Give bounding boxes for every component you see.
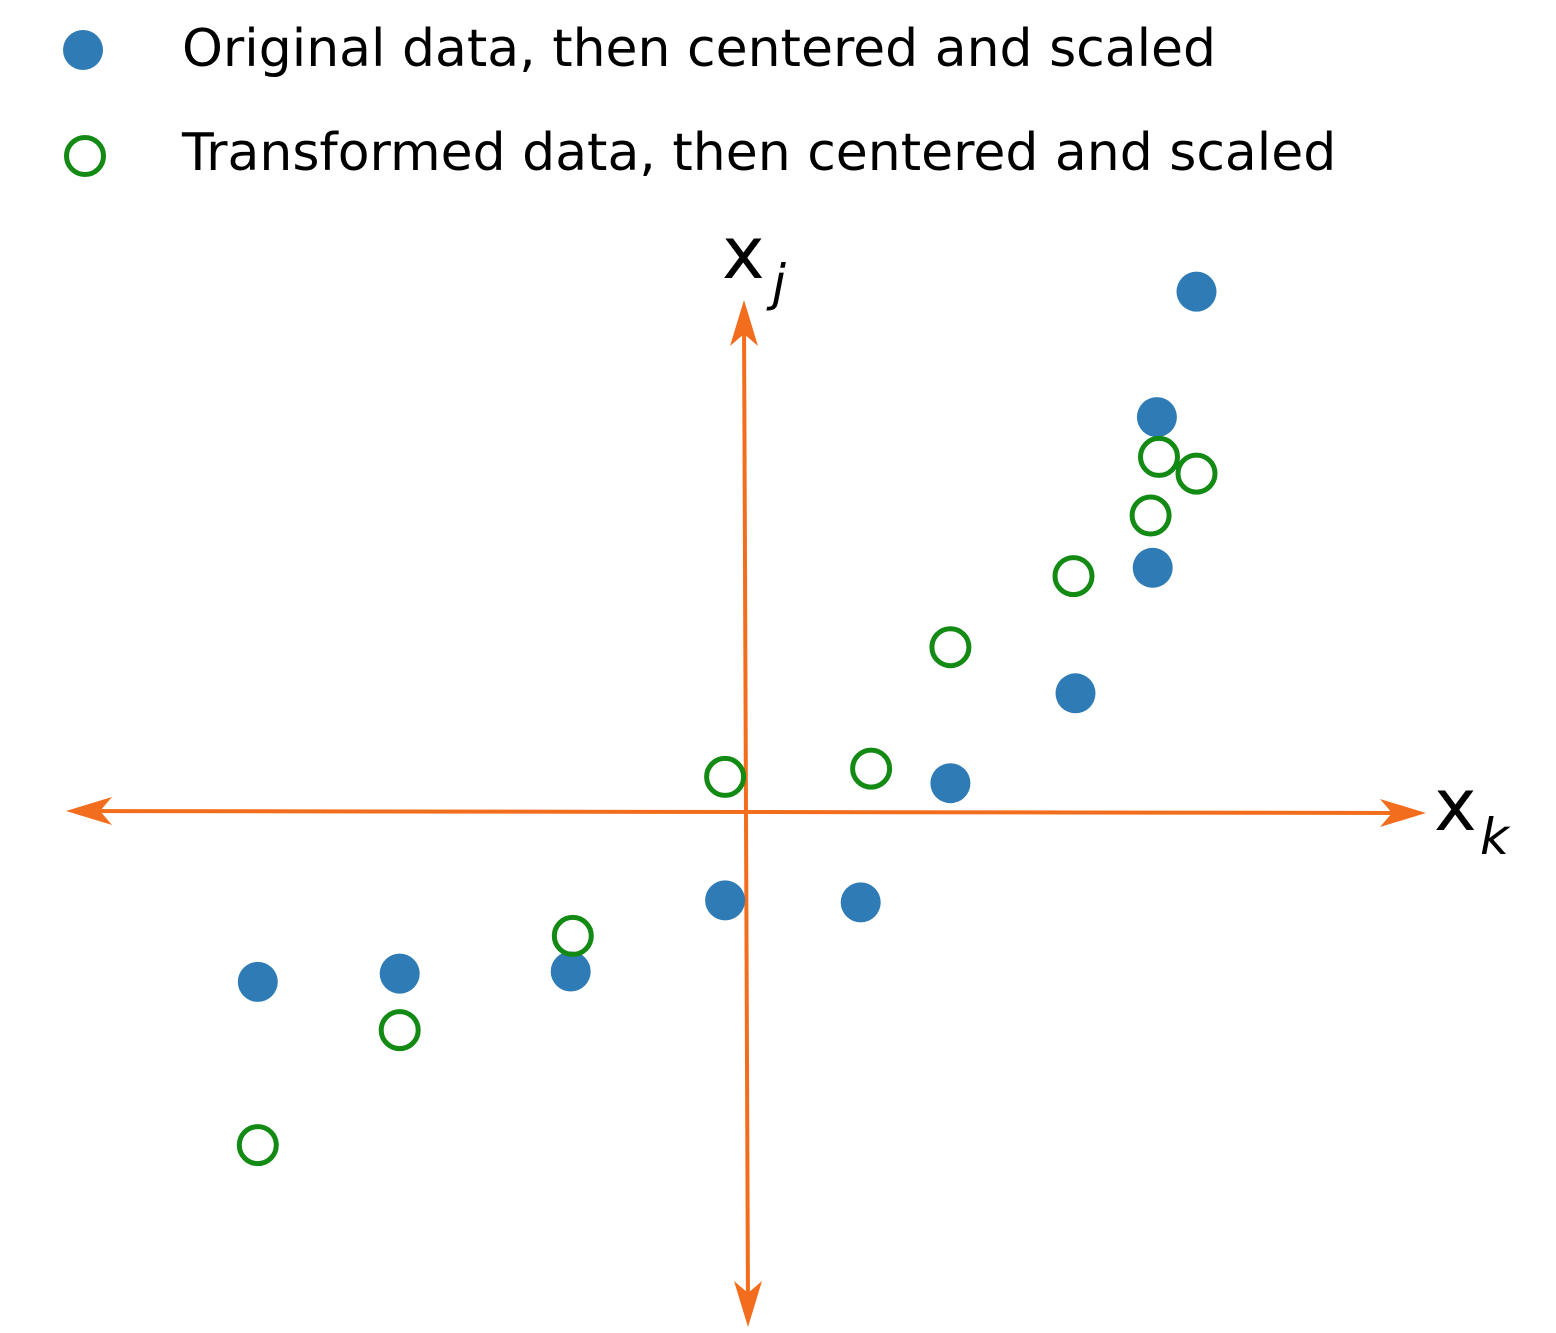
point-transformed-6: [929, 626, 972, 669]
point-original-3: [550, 951, 591, 992]
axis-labels: x j x k: [722, 211, 1511, 866]
x-axis-arrow-left: [66, 797, 112, 825]
legend-marker-original: [63, 30, 103, 70]
legend-marker-transformed: [64, 135, 106, 177]
x-axis-label-x: x: [1434, 763, 1477, 847]
point-transformed-5: [850, 747, 893, 790]
legend-label-original: Original data, then centered and scaled: [182, 19, 1216, 79]
axes: [66, 300, 1426, 1327]
point-original-8: [1132, 547, 1173, 588]
y-axis-arrow-top: [730, 300, 758, 346]
point-original-10: [1176, 271, 1217, 312]
point-transformed-2: [378, 1009, 421, 1052]
y-axis-label-subscript: j: [766, 254, 786, 312]
y-axis-line: [742, 317, 750, 1311]
point-original-1: [237, 961, 278, 1002]
legend-label-transformed: Transformed data, then centered and scal…: [181, 123, 1336, 183]
point-transformed-1: [236, 1124, 279, 1167]
point-original-4: [705, 880, 746, 921]
y-axis-arrow-bottom: [734, 1281, 762, 1327]
point-transformed-3: [551, 914, 594, 957]
legend: Original data, then centered and scaled …: [63, 19, 1336, 183]
point-transformed-10: [1175, 452, 1218, 495]
y-axis-label-x: x: [722, 211, 765, 295]
point-original-2: [379, 953, 420, 994]
x-axis-label-subscript: k: [1480, 808, 1511, 866]
point-original-7: [1055, 673, 1096, 714]
point-transformed-8: [1129, 494, 1172, 537]
point-original-9: [1136, 397, 1177, 438]
x-axis-arrow-right: [1380, 799, 1426, 827]
point-original-5: [840, 882, 881, 923]
point-transformed-9: [1138, 435, 1180, 478]
data-points: [236, 271, 1218, 1167]
point-transformed-4: [704, 755, 747, 798]
point-transformed-7: [1052, 555, 1095, 598]
point-original-6: [930, 763, 971, 804]
